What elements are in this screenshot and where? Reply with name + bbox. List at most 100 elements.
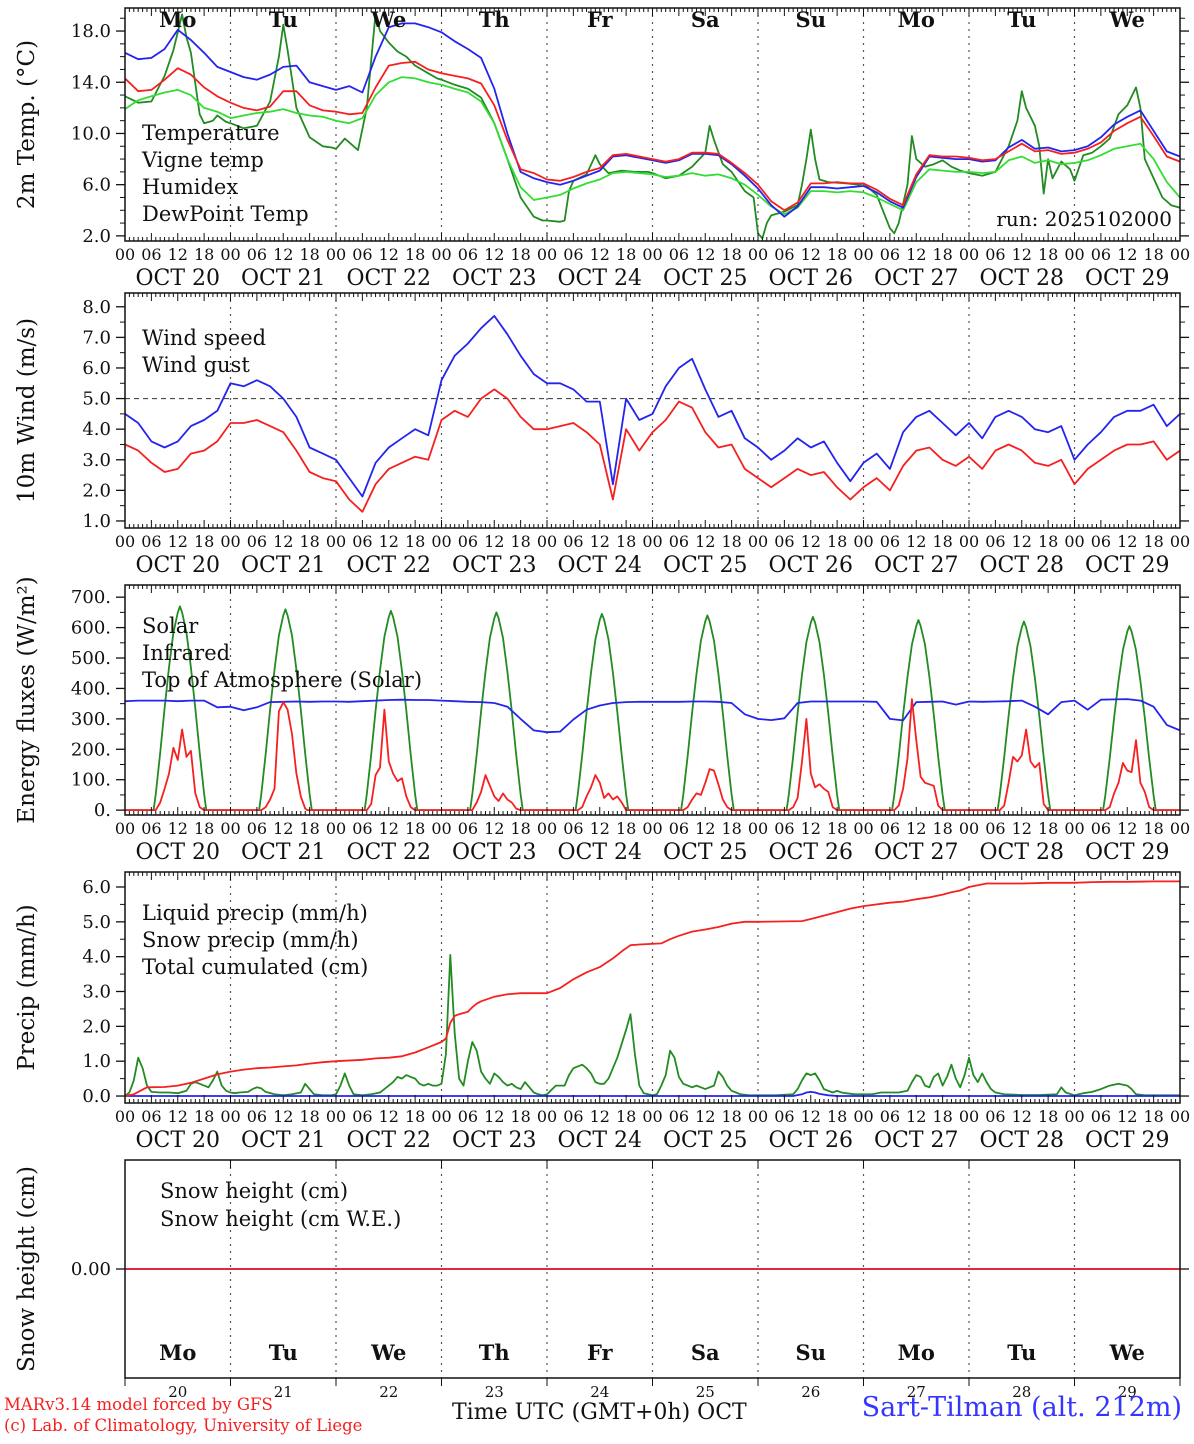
hour-tick-label: 12 [273, 1107, 293, 1126]
hour-tick-label: 18 [1143, 819, 1163, 838]
hour-tick-label: 18 [510, 819, 530, 838]
day-number-label: 29 [1118, 1383, 1137, 1401]
hour-tick-label: 12 [379, 245, 399, 264]
date-label: OCT 24 [557, 840, 642, 865]
hour-tick-label: 12 [484, 1107, 504, 1126]
date-label: OCT 24 [557, 553, 642, 578]
hour-tick-label: 06 [669, 819, 689, 838]
date-label: OCT 29 [1085, 840, 1170, 865]
date-label: OCT 23 [452, 553, 537, 578]
hour-tick-label: 00 [1170, 245, 1190, 264]
hour-tick-label: 00 [537, 245, 557, 264]
series-humidex-line [125, 22, 1180, 218]
y-tick-label: 1.0 [82, 1051, 111, 1072]
hour-tick-label: 18 [194, 532, 214, 551]
hour-tick-label: 18 [616, 532, 636, 551]
y-tick-label: 4.0 [82, 947, 111, 968]
panel-flux [116, 584, 1189, 816]
hour-tick-label: 00 [853, 1107, 873, 1126]
hour-tick-label: 12 [379, 819, 399, 838]
hour-tick-label: 06 [352, 245, 372, 264]
hour-tick-label: 00 [220, 245, 240, 264]
date-label: OCT 22 [346, 1128, 431, 1153]
hour-tick-label: 12 [906, 532, 926, 551]
hour-tick-label: 06 [774, 819, 794, 838]
weekday-label-bottom: Mo [159, 1340, 196, 1365]
hour-tick-label: 12 [695, 532, 715, 551]
y-tick-label: 5.0 [82, 912, 111, 933]
hour-tick-label: 06 [352, 532, 372, 551]
weekday-label-top: Su [796, 7, 826, 32]
weekday-label-top: We [1109, 7, 1145, 32]
weekday-label-top: Mo [898, 7, 935, 32]
hour-tick-label: 00 [537, 819, 557, 838]
hour-tick-label: 12 [1012, 1107, 1032, 1126]
y-tick-label: 3.0 [82, 450, 111, 471]
hour-tick-label: 06 [352, 819, 372, 838]
hour-tick-label: 00 [326, 532, 346, 551]
series-dewpoint-temp-line [125, 76, 1180, 215]
day-number-label: 22 [379, 1383, 398, 1401]
hour-tick-label: 00 [326, 819, 346, 838]
hour-tick-label: 18 [932, 1107, 952, 1126]
hour-tick-label: 00 [959, 819, 979, 838]
hour-tick-label: 18 [827, 819, 847, 838]
hour-tick-label: 06 [774, 245, 794, 264]
hour-tick-label: 06 [141, 532, 161, 551]
date-label: OCT 25 [663, 266, 748, 291]
hour-tick-label: 00 [431, 245, 451, 264]
date-label: OCT 25 [663, 840, 748, 865]
day-number-label: 28 [1012, 1383, 1031, 1401]
y-axis-title-precip: Precip (mm/h) [14, 904, 40, 1070]
hour-tick-label: 12 [168, 245, 188, 264]
hour-tick-label: 12 [801, 245, 821, 264]
weekday-label-top: Fr [587, 7, 614, 32]
legend-snow-2: Snow height (cm W.E.) [160, 1207, 401, 1231]
date-label: OCT 20 [135, 266, 220, 291]
legend-temp-4: DewPoint Temp [142, 202, 309, 226]
legend-temp-2: Vigne temp [141, 148, 264, 172]
y-axis-title-snow: Snow height (cm) [14, 1166, 40, 1372]
hour-tick-label: 12 [1117, 1107, 1137, 1126]
hour-tick-label: 06 [985, 245, 1005, 264]
day-number-label: 24 [590, 1383, 609, 1401]
station-label: Sart-Tilman (alt. 212m) [861, 1392, 1182, 1423]
hour-tick-label: 00 [642, 245, 662, 264]
y-tick-label: 6.0 [82, 877, 111, 898]
hour-tick-label: 00 [326, 1107, 346, 1126]
hour-tick-label: 06 [880, 532, 900, 551]
hour-tick-label: 00 [537, 1107, 557, 1126]
y-tick-label: 0.0 [82, 1086, 111, 1107]
hour-tick-label: 00 [1064, 532, 1084, 551]
hour-tick-label: 00 [115, 819, 135, 838]
date-label: OCT 27 [874, 1128, 959, 1153]
hour-tick-label: 12 [1117, 245, 1137, 264]
y-axis-title-temp: 2m Temp. (°C) [14, 40, 40, 209]
day-number-label: 21 [274, 1383, 293, 1401]
date-label: OCT 26 [768, 553, 853, 578]
hour-tick-label: 00 [959, 245, 979, 264]
hour-tick-label: 06 [563, 1107, 583, 1126]
copyright-line: (c) Lab. of Climatology, University of L… [4, 1416, 363, 1435]
legend-wind-1: Wind speed [142, 326, 266, 350]
hour-tick-label: 00 [959, 532, 979, 551]
y-tick-label: 400. [71, 678, 111, 699]
hour-tick-label: 06 [1091, 532, 1111, 551]
series-liquid-precip-line [125, 954, 1180, 1097]
y-tick-label: 100. [71, 770, 111, 791]
series-temperature-line [125, 60, 1180, 212]
date-label: OCT 22 [346, 840, 431, 865]
weekday-label-bottom: Tu [269, 1340, 298, 1365]
legend-snow-1: Snow height (cm) [160, 1179, 348, 1203]
hour-tick-label: 12 [1117, 532, 1137, 551]
y-tick-label: 14.0 [71, 72, 111, 93]
day-number-label: 25 [696, 1383, 715, 1401]
hour-tick-label: 06 [352, 1107, 372, 1126]
model-line: MARv3.14 model forced by GFS [4, 1395, 273, 1414]
y-tick-label: 6.0 [82, 175, 111, 196]
hour-tick-label: 18 [1038, 532, 1058, 551]
hour-tick-label: 18 [721, 532, 741, 551]
hour-tick-label: 18 [1143, 532, 1163, 551]
hour-tick-label: 12 [484, 819, 504, 838]
hour-tick-label: 18 [405, 819, 425, 838]
